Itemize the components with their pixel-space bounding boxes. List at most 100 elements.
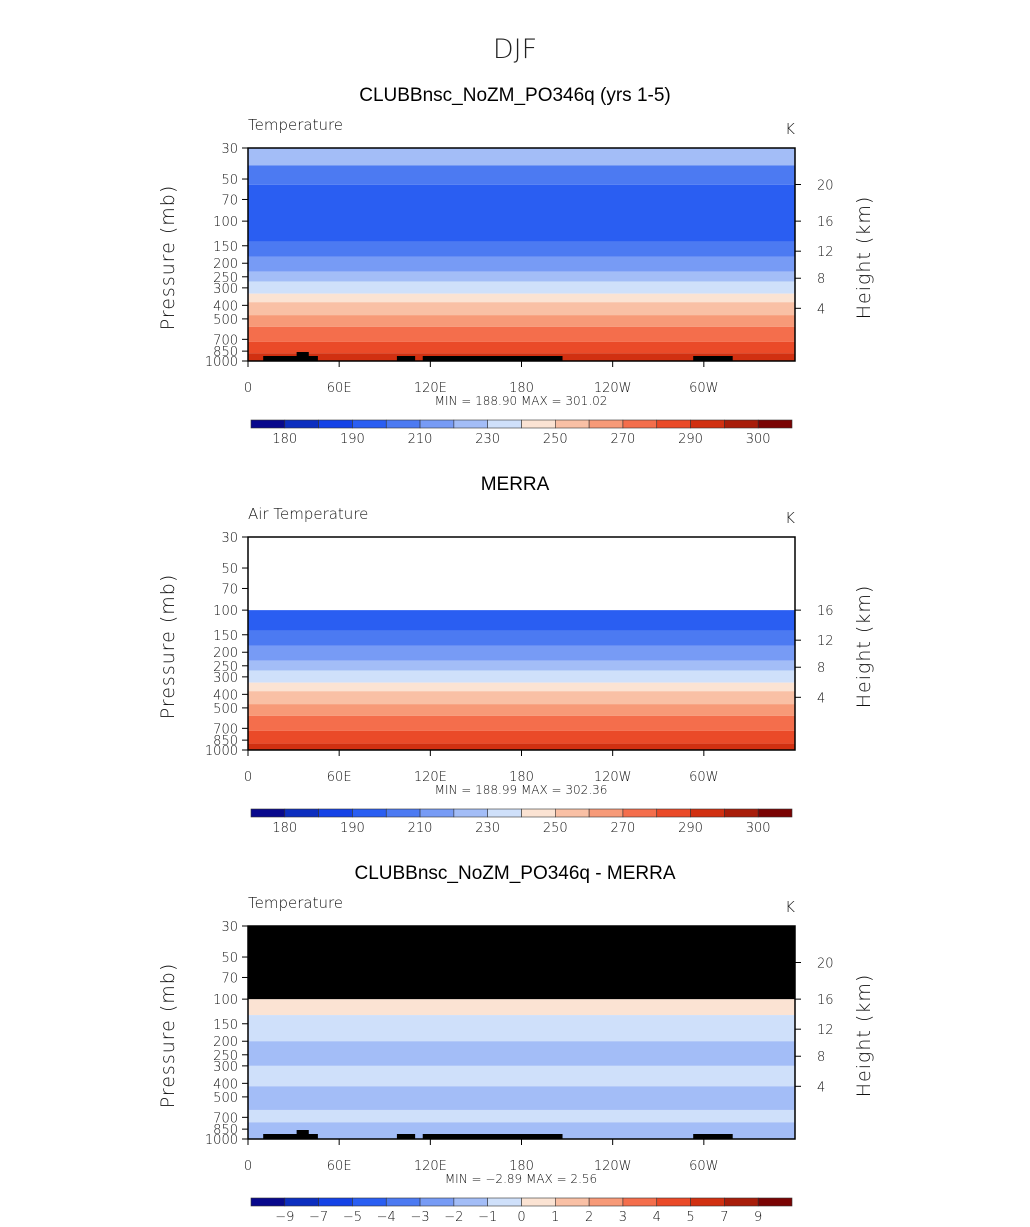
y-tick-label: 50	[221, 562, 238, 577]
height-tick-label: 16	[817, 215, 834, 230]
contour-band	[248, 293, 795, 303]
colorbar-label: 230	[475, 432, 500, 447]
x-tick-label: 60W	[689, 381, 718, 396]
variable-label: Air Temperature	[248, 505, 368, 523]
contour-band	[248, 610, 795, 631]
contour-band	[248, 256, 795, 272]
colorbar-label: 270	[611, 821, 636, 836]
height-tick-label: 16	[817, 604, 834, 619]
y-axis-title: Pressure (mb)	[157, 185, 179, 331]
contour-band	[248, 660, 795, 671]
x-tick-label: 120W	[594, 770, 632, 785]
panel-title: CLUBBnsc_NoZM_PO346q - MERRA	[355, 863, 676, 884]
terrain-block	[296, 352, 309, 361]
colorbar-swatch	[453, 808, 488, 818]
min-max-stats: MIN = 188.99 MAX = 302.36	[435, 783, 608, 797]
x-tick-label: 60E	[327, 381, 352, 396]
y-tick-label: 500	[213, 702, 238, 717]
terrain-block	[263, 1134, 318, 1139]
y-tick-label: 70	[221, 971, 238, 986]
height-tick-label: 8	[817, 1050, 825, 1065]
colorbar-swatch	[588, 1197, 624, 1207]
colorbar-swatch	[487, 419, 522, 429]
terrain-block	[422, 356, 563, 361]
colorbar-swatch	[419, 808, 455, 818]
x-tick-label: 180	[509, 770, 534, 785]
contour-band	[248, 1086, 795, 1110]
colorbar-swatch	[521, 419, 556, 429]
colorbar-swatch	[487, 808, 522, 818]
colorbar-swatch	[250, 808, 286, 818]
colorbar-label: −7	[309, 1210, 328, 1225]
height-tick-label: 12	[817, 245, 834, 260]
x-tick-label: 120W	[594, 381, 632, 396]
y-axis-title: Pressure (mb)	[157, 963, 179, 1109]
colorbar-label: 270	[611, 432, 636, 447]
y-tick-label: 250	[213, 271, 238, 286]
colorbar-label: 190	[340, 821, 365, 836]
y-tick-label: 300	[213, 671, 238, 686]
contour-band	[248, 241, 795, 257]
colorbar-label: −2	[444, 1210, 463, 1225]
colorbar-swatch	[487, 1197, 522, 1207]
colorbar-swatch	[318, 1197, 353, 1207]
colorbar-swatch	[352, 1197, 387, 1207]
y-tick-label: 850	[213, 345, 238, 360]
colorbar-swatch	[690, 419, 725, 429]
y-tick-label: 300	[213, 1060, 238, 1075]
season-title: DJF	[493, 34, 537, 65]
y-tick-label: 200	[213, 1035, 238, 1050]
min-max-stats: MIN = −2.89 MAX = 2.56	[445, 1172, 597, 1186]
colorbar-swatch	[250, 419, 286, 429]
colorbar: 180 190 210 230 250 270 290 300	[250, 808, 793, 836]
x-tick-label: 180	[509, 381, 534, 396]
colorbar-label: 7	[720, 1210, 728, 1225]
terrain-block	[396, 356, 416, 361]
colorbar-swatch	[656, 419, 691, 429]
colorbar-swatch	[419, 419, 455, 429]
contour-band	[248, 691, 795, 705]
y-tick-label: 200	[213, 257, 238, 272]
colorbar-swatch	[284, 1197, 319, 1207]
colorbar-label: 180	[272, 432, 297, 447]
y-tick-label: 400	[213, 299, 238, 314]
y-tick-label: 850	[213, 734, 238, 749]
y-tick-label: 200	[213, 646, 238, 661]
height-tick-label: 12	[817, 634, 834, 649]
contour-band	[248, 1041, 795, 1066]
height-axis: 20 16 12 8 4 Height (km)	[795, 956, 875, 1097]
terrain-block	[296, 1130, 309, 1139]
colorbar-swatch	[555, 419, 590, 429]
colorbar-swatch	[622, 419, 658, 429]
panels: CLUBBnsc_NoZM_PO346q (yrs 1-5) Temperatur…	[157, 85, 875, 1225]
panel-title: CLUBBnsc_NoZM_PO346q (yrs 1-5)	[359, 85, 671, 106]
y-axis-title: Pressure (mb)	[157, 574, 179, 720]
y-tick-label: 850	[213, 1123, 238, 1138]
height-axis: 20 16 12 8 4 Height (km)	[795, 178, 875, 319]
colorbar-label: 210	[408, 432, 433, 447]
contour-band	[248, 1015, 795, 1042]
height-tick-label: 8	[817, 272, 825, 287]
x-tick-label: 120E	[414, 770, 447, 785]
colorbar-swatch	[656, 808, 691, 818]
chart-panel-1: CLUBBnsc_NoZM_PO346q (yrs 1-5) Temperatur…	[157, 85, 875, 447]
colorbar-swatch	[724, 1197, 759, 1207]
colorbar-swatch	[656, 1197, 691, 1207]
colorbar-swatch	[555, 808, 590, 818]
height-tick-label: 4	[817, 1080, 825, 1095]
colorbar-swatch	[352, 808, 387, 818]
colorbar-swatch	[521, 808, 556, 818]
height-axis-title: Height (km)	[853, 196, 875, 320]
y-tick-label: 100	[213, 604, 238, 619]
height-tick-label: 20	[817, 956, 834, 971]
colorbar-swatch	[724, 808, 759, 818]
x-axis: 0 60E 120E 180 120W 60W	[244, 1139, 719, 1174]
colorbar-label: −9	[275, 1210, 294, 1225]
y-tick-label: 100	[213, 215, 238, 230]
contour-band	[248, 341, 795, 354]
y-tick-label: 700	[213, 333, 238, 348]
y-tick-label: 700	[213, 1111, 238, 1126]
